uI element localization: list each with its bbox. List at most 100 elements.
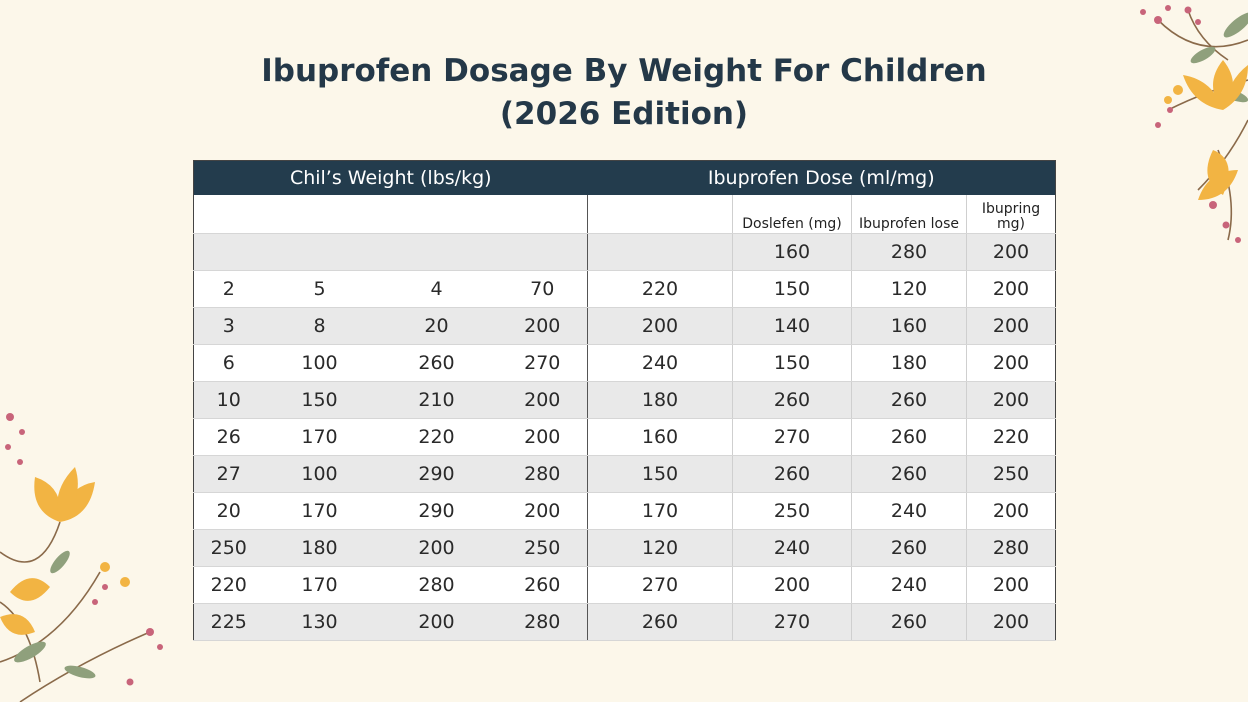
table-cell: 270 [732, 603, 852, 641]
table-cell: 260 [851, 603, 967, 641]
dosage-table: Chil’s Weight (lbs/kg) Ibuprofen Dose (m… [193, 160, 1056, 641]
table-cell: 260 [732, 455, 852, 493]
table-cell: 10 [193, 381, 264, 419]
table-cell: 160 [851, 307, 967, 345]
table-cell: 260 [732, 381, 852, 419]
table-row: 27 100 290 280 150 260 260 250 [193, 455, 1056, 493]
table-cell: 8 [263, 307, 376, 345]
table-cell: 225 [193, 603, 264, 641]
table-cell: 26 [193, 418, 264, 456]
table-cell: 170 [263, 418, 376, 456]
table-row: 2 5 4 70 220 150 120 200 [193, 270, 1056, 308]
table-cell: 200 [966, 233, 1056, 271]
table-row: 225 130 200 280 260 270 260 200 [193, 603, 1056, 641]
header-weight: Chil’s Weight (lbs/kg) [193, 160, 588, 195]
table-cell: 200 [497, 307, 588, 345]
table-cell: 260 [851, 529, 967, 567]
table-header-row: Chil’s Weight (lbs/kg) Ibuprofen Dose (m… [193, 160, 1056, 195]
page-title: Ibuprofen Dosage By Weight For Children … [0, 50, 1248, 136]
table-cell: 240 [851, 566, 967, 604]
table-cell: 260 [587, 603, 733, 641]
table-cell: 20 [193, 492, 264, 530]
title-line-1: Ibuprofen Dosage By Weight For Children [261, 53, 987, 89]
table-cell: 200 [966, 603, 1056, 641]
subheader-blank [193, 195, 588, 234]
table-cell: 20 [375, 307, 498, 345]
table-subheader-row: Doslefen (mg) Ibuprofen lose Ibupring mg… [193, 195, 1056, 234]
table-cell [193, 233, 588, 271]
table-cell: 27 [193, 455, 264, 493]
title-line-2: (2026 Edition) [499, 96, 749, 132]
table-row: 3 8 20 200 200 140 160 200 [193, 307, 1056, 345]
table-cell: 200 [587, 307, 733, 345]
table-cell: 200 [966, 270, 1056, 308]
table-cell: 260 [851, 455, 967, 493]
table-cell: 170 [263, 492, 376, 530]
table-cell: 220 [587, 270, 733, 308]
table-cell: 120 [851, 270, 967, 308]
table-row: 220 170 280 260 270 200 240 200 [193, 566, 1056, 604]
table-cell: 200 [966, 492, 1056, 530]
table-cell: 270 [732, 418, 852, 456]
table-cell: 200 [375, 603, 498, 641]
table-cell: 180 [263, 529, 376, 567]
table-cell: 260 [497, 566, 588, 604]
table-cell: 200 [497, 492, 588, 530]
table-cell: 3 [193, 307, 264, 345]
subheader-3: Ibupring mg) [966, 195, 1056, 234]
table-cell: 220 [375, 418, 498, 456]
table-cell [587, 233, 733, 271]
subheader-2: Ibuprofen lose [851, 195, 967, 234]
table-cell: 200 [966, 381, 1056, 419]
table-cell: 200 [966, 307, 1056, 345]
table-cell: 120 [587, 529, 733, 567]
floral-decoration-bottom-left [0, 413, 163, 702]
table-cell: 200 [966, 566, 1056, 604]
table-row: 10 150 210 200 180 260 260 200 [193, 381, 1056, 419]
table-cell: 220 [966, 418, 1056, 456]
header-dose: Ibuprofen Dose (ml/mg) [587, 160, 1056, 195]
table-cell: 280 [497, 455, 588, 493]
table-cell: 260 [851, 381, 967, 419]
table-cell: 280 [375, 566, 498, 604]
table-cell: 270 [497, 344, 588, 382]
table-cell: 100 [263, 455, 376, 493]
table-cell: 250 [497, 529, 588, 567]
table-cell: 160 [587, 418, 733, 456]
table-cell: 170 [587, 492, 733, 530]
table-cell: 200 [375, 529, 498, 567]
table-cell: 150 [732, 270, 852, 308]
table-cell: 150 [587, 455, 733, 493]
table-cell: 180 [587, 381, 733, 419]
table-cell: 250 [193, 529, 264, 567]
table-cell: 280 [966, 529, 1056, 567]
table-row: 6 100 260 270 240 150 180 200 [193, 344, 1056, 382]
table-cell: 130 [263, 603, 376, 641]
table-body: 2 5 4 70 220 150 120 200 3 8 20 200 200 140 160 200 6 100… [193, 270, 1056, 641]
table-cell: 200 [966, 344, 1056, 382]
table-cell: 270 [587, 566, 733, 604]
table-cell: 160 [732, 233, 852, 271]
table-cell: 210 [375, 381, 498, 419]
floral-decoration-top-right [1140, 5, 1248, 243]
table-cell: 290 [375, 455, 498, 493]
table-cell: 6 [193, 344, 264, 382]
table-cell: 240 [732, 529, 852, 567]
table-row: 250 180 200 250 120 240 260 280 [193, 529, 1056, 567]
table-cell: 280 [851, 233, 967, 271]
table-cell: 200 [497, 381, 588, 419]
table-cell: 240 [587, 344, 733, 382]
table-cell: 2 [193, 270, 264, 308]
table-cell: 200 [497, 418, 588, 456]
table-row: 160 280 200 [193, 233, 1056, 271]
table-cell: 100 [263, 344, 376, 382]
subheader-1: Doslefen (mg) [732, 195, 852, 234]
table-cell: 260 [851, 418, 967, 456]
table-cell: 200 [732, 566, 852, 604]
table-cell: 150 [732, 344, 852, 382]
table-cell: 290 [375, 492, 498, 530]
table-cell: 140 [732, 307, 852, 345]
table-cell: 280 [497, 603, 588, 641]
table-cell: 150 [263, 381, 376, 419]
table-cell: 70 [497, 270, 588, 308]
